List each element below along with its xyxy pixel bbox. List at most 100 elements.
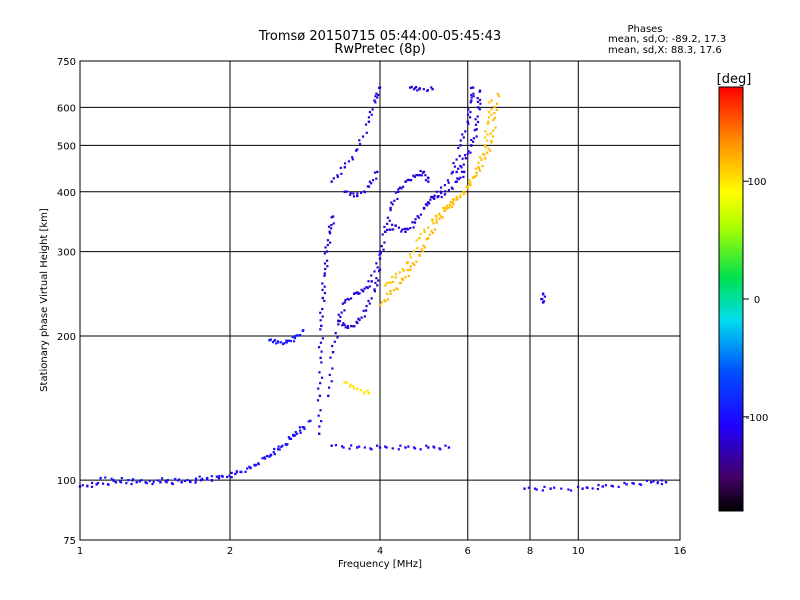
data-point bbox=[436, 196, 439, 199]
data-point bbox=[352, 192, 355, 195]
data-point bbox=[446, 179, 450, 182]
data-point bbox=[391, 203, 394, 206]
data-point bbox=[611, 485, 614, 488]
data-point bbox=[349, 193, 352, 196]
data-point bbox=[427, 446, 430, 449]
colorbar-tick-label: 0 bbox=[754, 295, 760, 306]
data-point bbox=[443, 206, 447, 210]
y-tick-label: 100 bbox=[57, 476, 76, 487]
data-point bbox=[487, 147, 490, 150]
data-point bbox=[358, 318, 361, 322]
data-point bbox=[476, 115, 479, 118]
data-point bbox=[293, 336, 297, 340]
data-point bbox=[382, 248, 385, 251]
data-point bbox=[466, 120, 469, 123]
data-point bbox=[205, 476, 209, 480]
data-point bbox=[649, 481, 653, 484]
data-point bbox=[355, 194, 359, 198]
data-point bbox=[199, 478, 203, 482]
data-point bbox=[266, 454, 269, 458]
data-point bbox=[413, 263, 416, 266]
data-point bbox=[358, 142, 362, 146]
colorbar-tick-label: -100 bbox=[746, 413, 769, 424]
data-point bbox=[435, 190, 439, 193]
data-point bbox=[431, 218, 434, 221]
data-point bbox=[443, 193, 447, 196]
data-point bbox=[474, 123, 478, 126]
data-point bbox=[466, 187, 469, 190]
data-point bbox=[471, 176, 475, 179]
data-point bbox=[127, 478, 130, 482]
data-point bbox=[596, 487, 599, 491]
data-point bbox=[478, 89, 482, 92]
data-point bbox=[328, 241, 332, 244]
data-point bbox=[125, 482, 128, 485]
data-point bbox=[101, 482, 105, 485]
data-point bbox=[492, 119, 495, 122]
data-point bbox=[148, 479, 151, 483]
data-point bbox=[553, 486, 556, 489]
data-point bbox=[419, 169, 422, 173]
data-point bbox=[166, 478, 169, 482]
data-point bbox=[407, 274, 410, 278]
data-point bbox=[409, 178, 413, 182]
data-point bbox=[356, 387, 359, 390]
data-point bbox=[418, 236, 421, 240]
data-point bbox=[462, 192, 466, 196]
data-point bbox=[472, 95, 475, 98]
data-point bbox=[388, 228, 391, 231]
data-point bbox=[413, 221, 417, 224]
data-point bbox=[543, 485, 546, 488]
data-point bbox=[414, 218, 417, 221]
data-point bbox=[398, 186, 402, 189]
data-point bbox=[269, 338, 273, 341]
data-point bbox=[330, 223, 333, 227]
data-point bbox=[345, 190, 348, 193]
data-point bbox=[440, 195, 443, 199]
data-point bbox=[419, 213, 423, 216]
data-point bbox=[400, 277, 404, 280]
data-point bbox=[401, 185, 405, 188]
data-point bbox=[276, 340, 280, 343]
data-point bbox=[373, 288, 376, 291]
data-point bbox=[455, 198, 458, 201]
data-point bbox=[393, 199, 396, 202]
data-point bbox=[455, 195, 458, 198]
data-point bbox=[462, 170, 466, 174]
data-point bbox=[392, 289, 396, 292]
chart-subtitle: RwPretec (8p) bbox=[334, 42, 425, 57]
data-point bbox=[328, 373, 331, 376]
data-point bbox=[478, 156, 481, 159]
data-point bbox=[319, 356, 322, 360]
data-point bbox=[358, 445, 361, 448]
scatter-points bbox=[78, 85, 668, 492]
data-point bbox=[318, 425, 321, 428]
data-point bbox=[112, 478, 115, 482]
data-point bbox=[448, 203, 451, 206]
data-point bbox=[152, 480, 155, 484]
data-point bbox=[95, 483, 98, 486]
data-point bbox=[90, 485, 94, 488]
data-point bbox=[230, 476, 233, 479]
data-point bbox=[280, 341, 283, 344]
data-point bbox=[358, 292, 361, 295]
data-point bbox=[453, 165, 457, 168]
data-point bbox=[336, 174, 339, 177]
data-point bbox=[355, 321, 359, 325]
data-point bbox=[349, 192, 352, 195]
data-point bbox=[476, 120, 480, 124]
data-point bbox=[271, 341, 275, 344]
data-point bbox=[638, 483, 641, 486]
data-point bbox=[617, 485, 620, 488]
data-point bbox=[352, 387, 356, 390]
data-point bbox=[549, 487, 552, 490]
data-point bbox=[371, 108, 374, 111]
data-point bbox=[321, 288, 324, 291]
data-point bbox=[425, 238, 428, 241]
data-point bbox=[460, 170, 464, 173]
data-point bbox=[345, 381, 348, 384]
data-point bbox=[268, 455, 271, 458]
data-point bbox=[319, 319, 322, 322]
data-point bbox=[367, 120, 371, 123]
data-point bbox=[412, 226, 415, 229]
